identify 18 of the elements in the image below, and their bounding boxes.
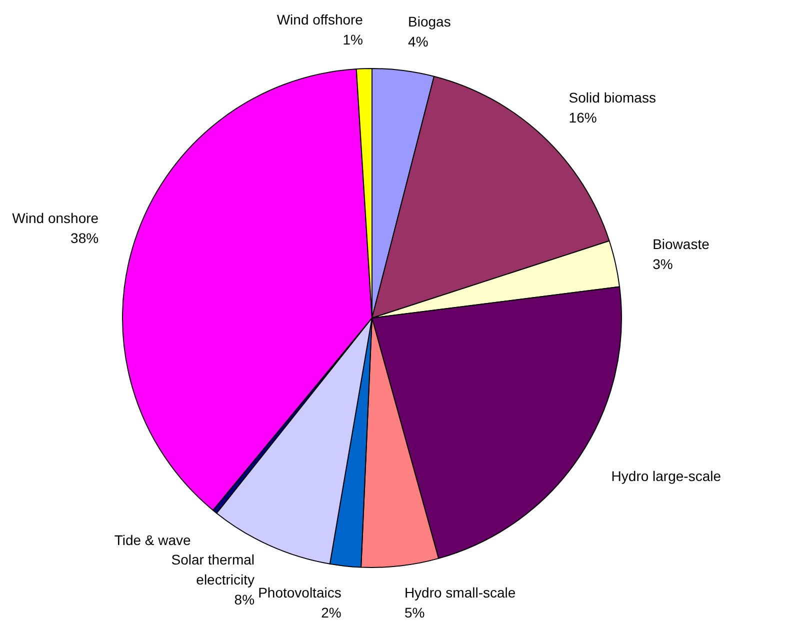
data-label: 2%: [321, 604, 342, 621]
data-label: 3%: [652, 256, 673, 272]
slice-label: Photovoltaics: [258, 584, 342, 601]
slice-label: Wind offshore: [276, 12, 364, 28]
slice-label: Biowaste: [652, 236, 710, 252]
data-label: 1%: [342, 32, 363, 48]
slice-label: Wind onshore: [12, 210, 99, 226]
slice-label: Biogas: [408, 14, 451, 30]
slice-label: Solid biomass: [568, 89, 656, 106]
data-label: 5%: [404, 604, 425, 621]
data-label: 38%: [70, 230, 99, 246]
slice-label: Hydro large-scale: [611, 468, 722, 484]
slice-label: Solar thermal electricity: [171, 551, 255, 588]
data-label: 8%: [234, 591, 255, 608]
slice-label: Tide & wave: [114, 532, 192, 548]
slice-label: Hydro small-scale: [404, 584, 516, 601]
data-label: 16%: [568, 109, 597, 126]
data-label: 4%: [408, 34, 428, 50]
